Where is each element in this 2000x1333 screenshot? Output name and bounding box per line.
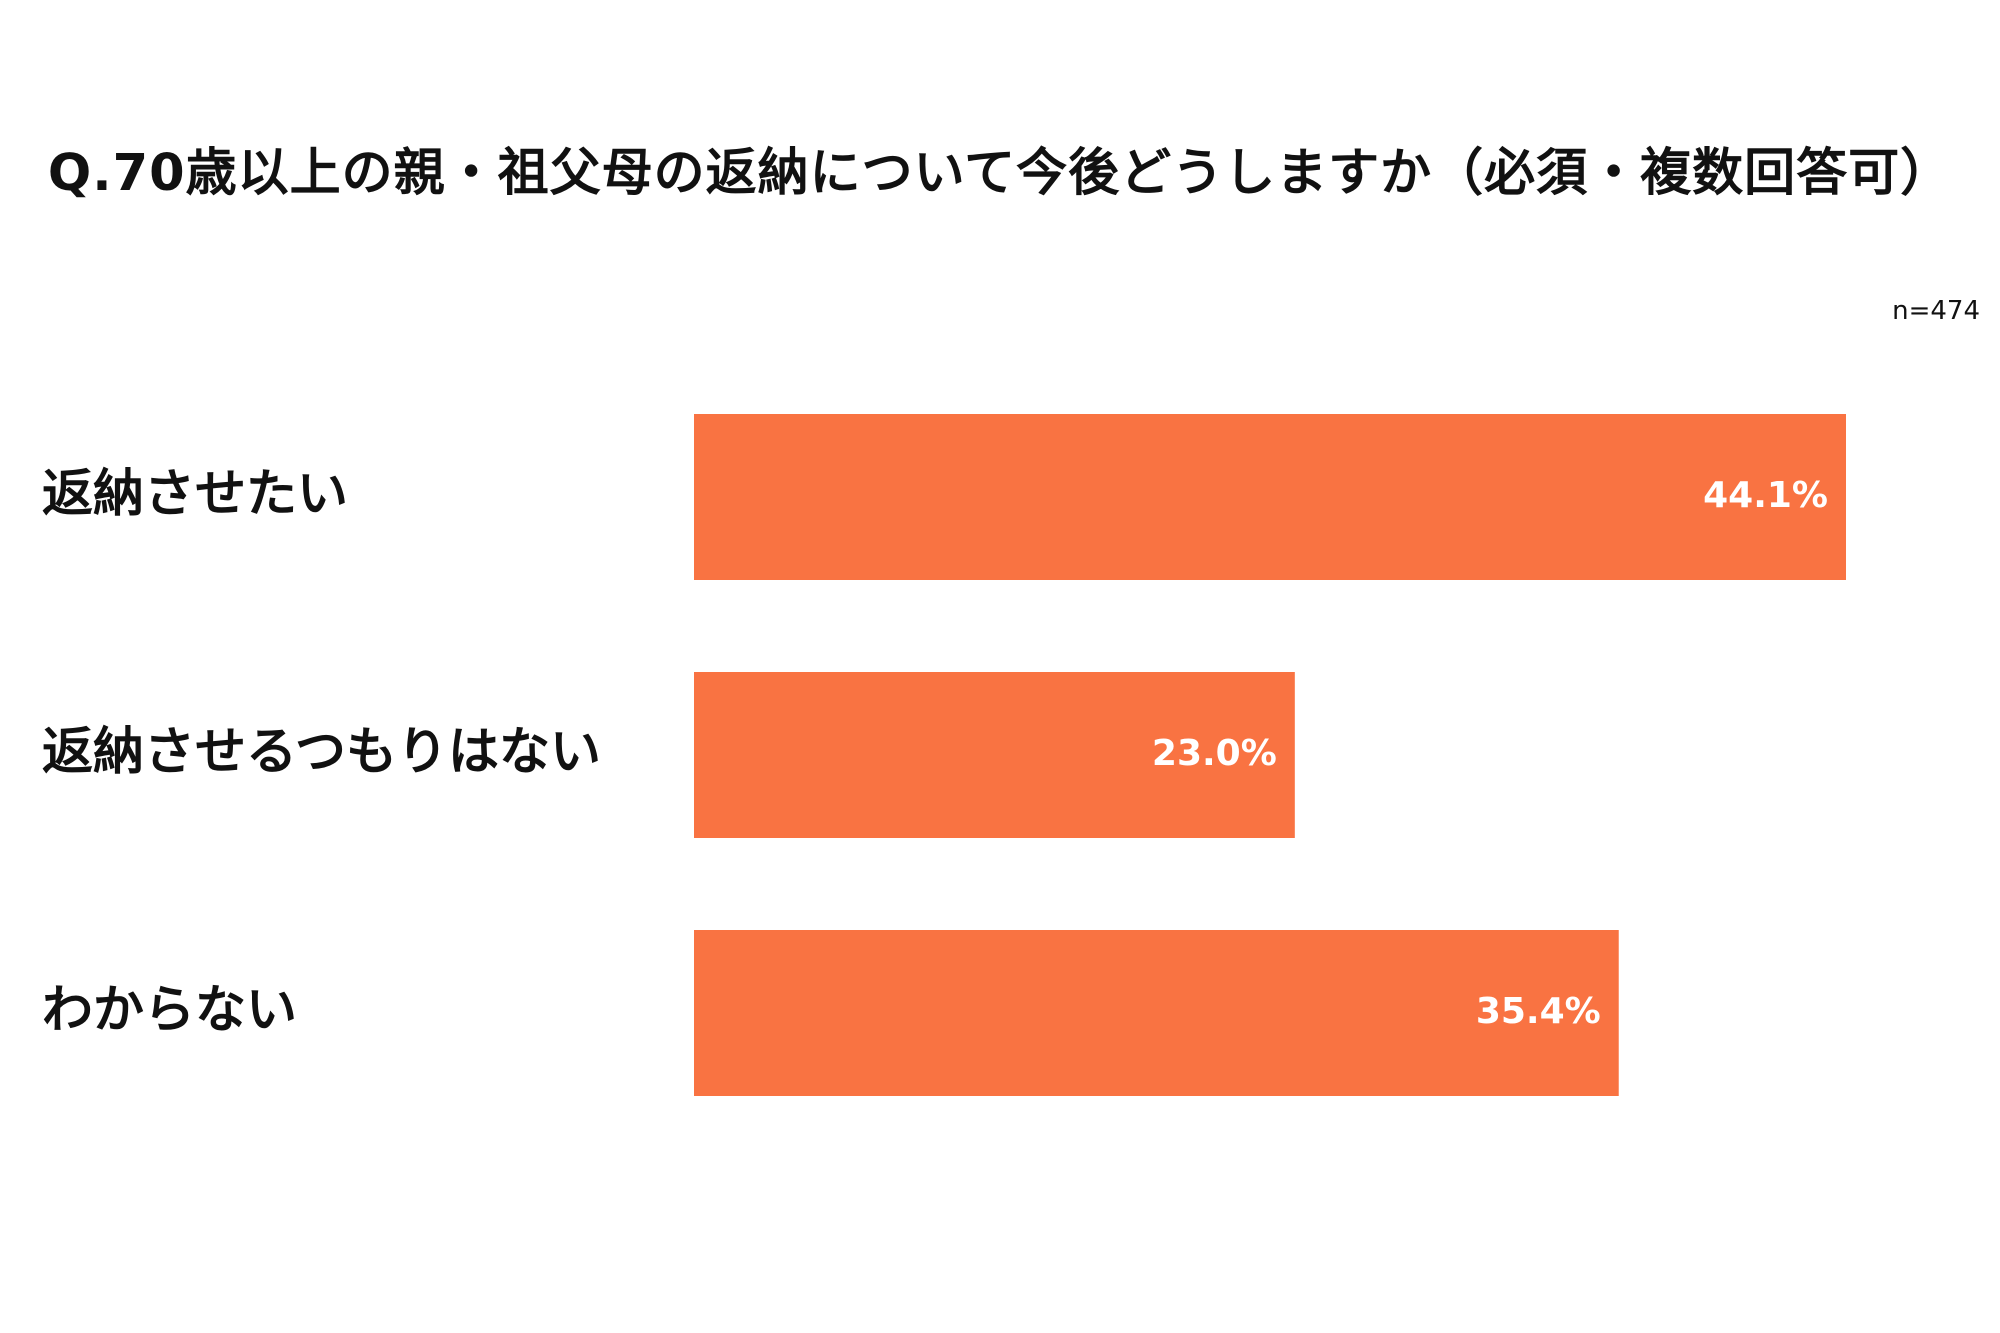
sample-size-note: n=474 <box>1892 296 1980 326</box>
category-label-1: 返納させたい <box>42 465 348 524</box>
category-label-3: わからない <box>42 981 297 1040</box>
category-label-2: 返納させるつもりはない <box>42 723 601 782</box>
bar-3 <box>694 930 1619 1096</box>
chart-title: Q.70歳以上の親・祖父母の返納について今後どうしますか（必須・複数回答可） <box>47 144 1953 203</box>
value-label-3: 35.4% <box>1476 991 1601 1032</box>
value-label-2: 23.0% <box>1152 733 1277 774</box>
bar-1 <box>694 414 1846 580</box>
value-label-1: 44.1% <box>1703 475 1828 516</box>
bar-2 <box>694 672 1295 838</box>
